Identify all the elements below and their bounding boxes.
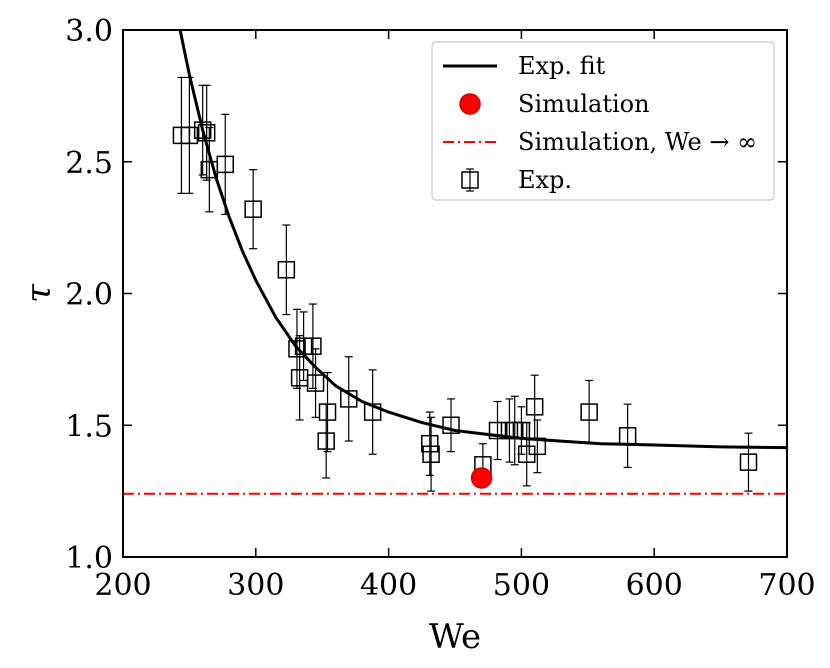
- x-tick-label: 700: [758, 568, 815, 603]
- exp-marker: [277, 261, 296, 279]
- exp-marker: [488, 421, 507, 440]
- legend-exp-symbol: [461, 171, 479, 189]
- x-tick-label: 600: [626, 568, 683, 603]
- y-axis-label: τ: [19, 283, 59, 303]
- y-tick-label: 1.5: [65, 409, 113, 444]
- exp-marker: [739, 453, 758, 471]
- exp-marker: [306, 374, 325, 392]
- legend: Exp. fit Simulation Simulation, We → ∞ Exp.: [431, 41, 775, 201]
- legend-label: Simulation, We → ∞: [518, 128, 757, 156]
- exp-marker: [216, 155, 235, 174]
- x-tick-label: 400: [360, 568, 417, 603]
- x-axis-label: We: [429, 617, 481, 657]
- exp-marker: [421, 434, 439, 453]
- exp-marker: [244, 200, 262, 218]
- exp-marker: [422, 445, 440, 463]
- y-tick-label: 2.0: [65, 278, 113, 313]
- exp-marker: [525, 398, 544, 416]
- y-tick-label: 1.0: [65, 541, 113, 576]
- x-tick-label: 300: [227, 568, 284, 603]
- exp-marker: [317, 432, 335, 450]
- x-tick-label: 500: [493, 568, 550, 603]
- exp-marker: [363, 403, 382, 421]
- ticks: 200 300 400 500 600 700 1.0 1.5 2.0 2.5 3.0: [65, 14, 815, 603]
- exp-marker: [180, 126, 199, 145]
- legend-simulation-symbol: [459, 93, 481, 115]
- y-tick-label: 3.0: [65, 14, 113, 49]
- exp-marker: [580, 403, 598, 421]
- legend-box: [431, 41, 775, 201]
- y-tick-label: 2.5: [65, 146, 113, 181]
- legend-label: Exp.: [518, 166, 572, 194]
- exp-fit-line: [178, 30, 787, 450]
- x-tick-label: 200: [94, 568, 151, 603]
- exp-marker: [442, 416, 460, 434]
- simulation-point: [470, 467, 493, 489]
- legend-label: Simulation: [518, 90, 650, 118]
- plot-area: [123, 30, 787, 495]
- exp-marker: [193, 121, 212, 139]
- exp-marker: [304, 337, 322, 355]
- legend-label: Exp. fit: [518, 52, 606, 80]
- exp-marker: [318, 403, 337, 421]
